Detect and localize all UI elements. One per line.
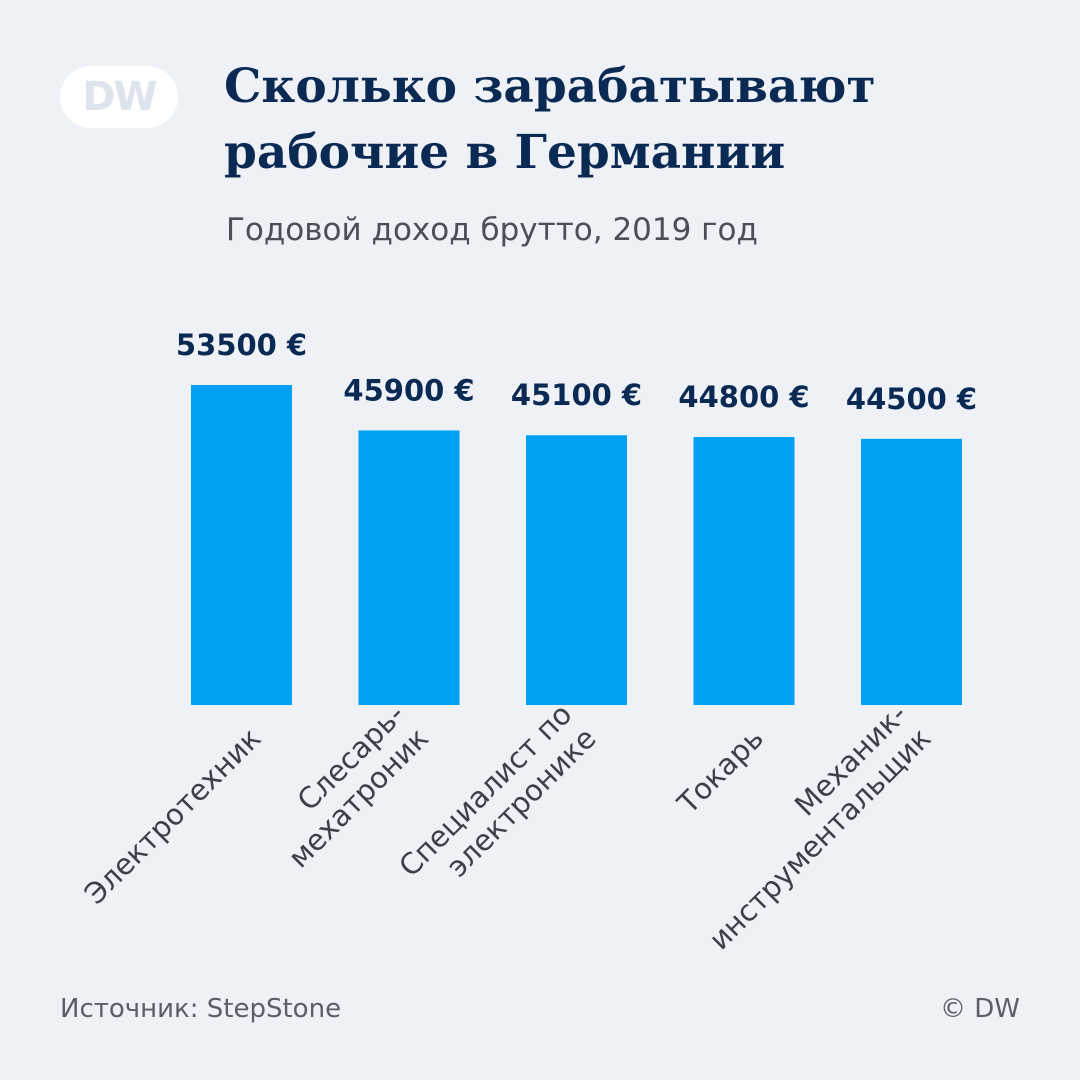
category-label-0: Электротехник xyxy=(78,721,268,911)
category-label-3: Токарь xyxy=(670,721,770,821)
chart-title: Сколько зарабатывают рабочие в Германии xyxy=(224,59,876,180)
dw-logo: DW xyxy=(60,66,178,128)
value-label-1: 45900 € xyxy=(343,373,474,407)
category-label-4: Механик-инструментальщик xyxy=(702,697,937,956)
category-label-line: Токарь xyxy=(670,721,770,821)
chart-subtitle: Годовой доход брутто, 2019 год xyxy=(226,212,758,248)
bar-3 xyxy=(693,437,795,705)
bar-0 xyxy=(191,385,292,705)
source-note: Источник: StepStone xyxy=(60,994,342,1024)
value-label-3: 44800 € xyxy=(678,380,809,414)
value-label-2: 45100 € xyxy=(511,378,642,412)
bar-2 xyxy=(526,435,627,705)
copyright-note: © DW xyxy=(940,994,1020,1024)
bar-4 xyxy=(861,438,962,705)
value-label-4: 44500 € xyxy=(846,382,977,416)
bar-1 xyxy=(358,430,460,705)
value-label-0: 53500 € xyxy=(176,328,307,362)
category-label-line: Электротехник xyxy=(78,721,268,911)
dw-logo-text: DW xyxy=(82,74,157,120)
